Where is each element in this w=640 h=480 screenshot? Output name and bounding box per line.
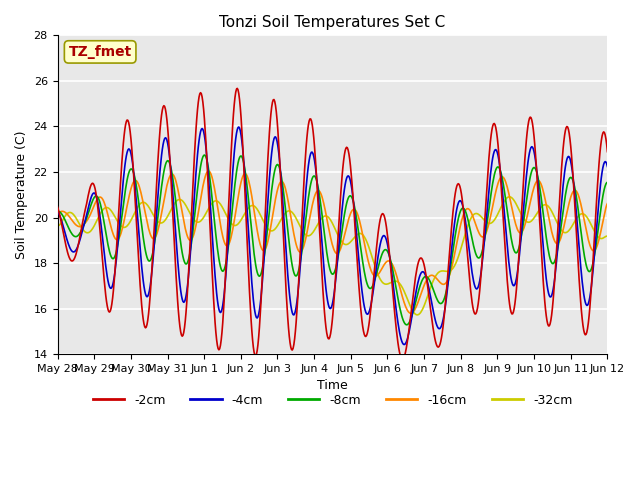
Y-axis label: Soil Temperature (C): Soil Temperature (C) — [15, 131, 28, 259]
Text: TZ_fmet: TZ_fmet — [68, 45, 132, 59]
Title: Tonzi Soil Temperatures Set C: Tonzi Soil Temperatures Set C — [220, 15, 445, 30]
X-axis label: Time: Time — [317, 379, 348, 393]
Legend: -2cm, -4cm, -8cm, -16cm, -32cm: -2cm, -4cm, -8cm, -16cm, -32cm — [88, 389, 577, 412]
